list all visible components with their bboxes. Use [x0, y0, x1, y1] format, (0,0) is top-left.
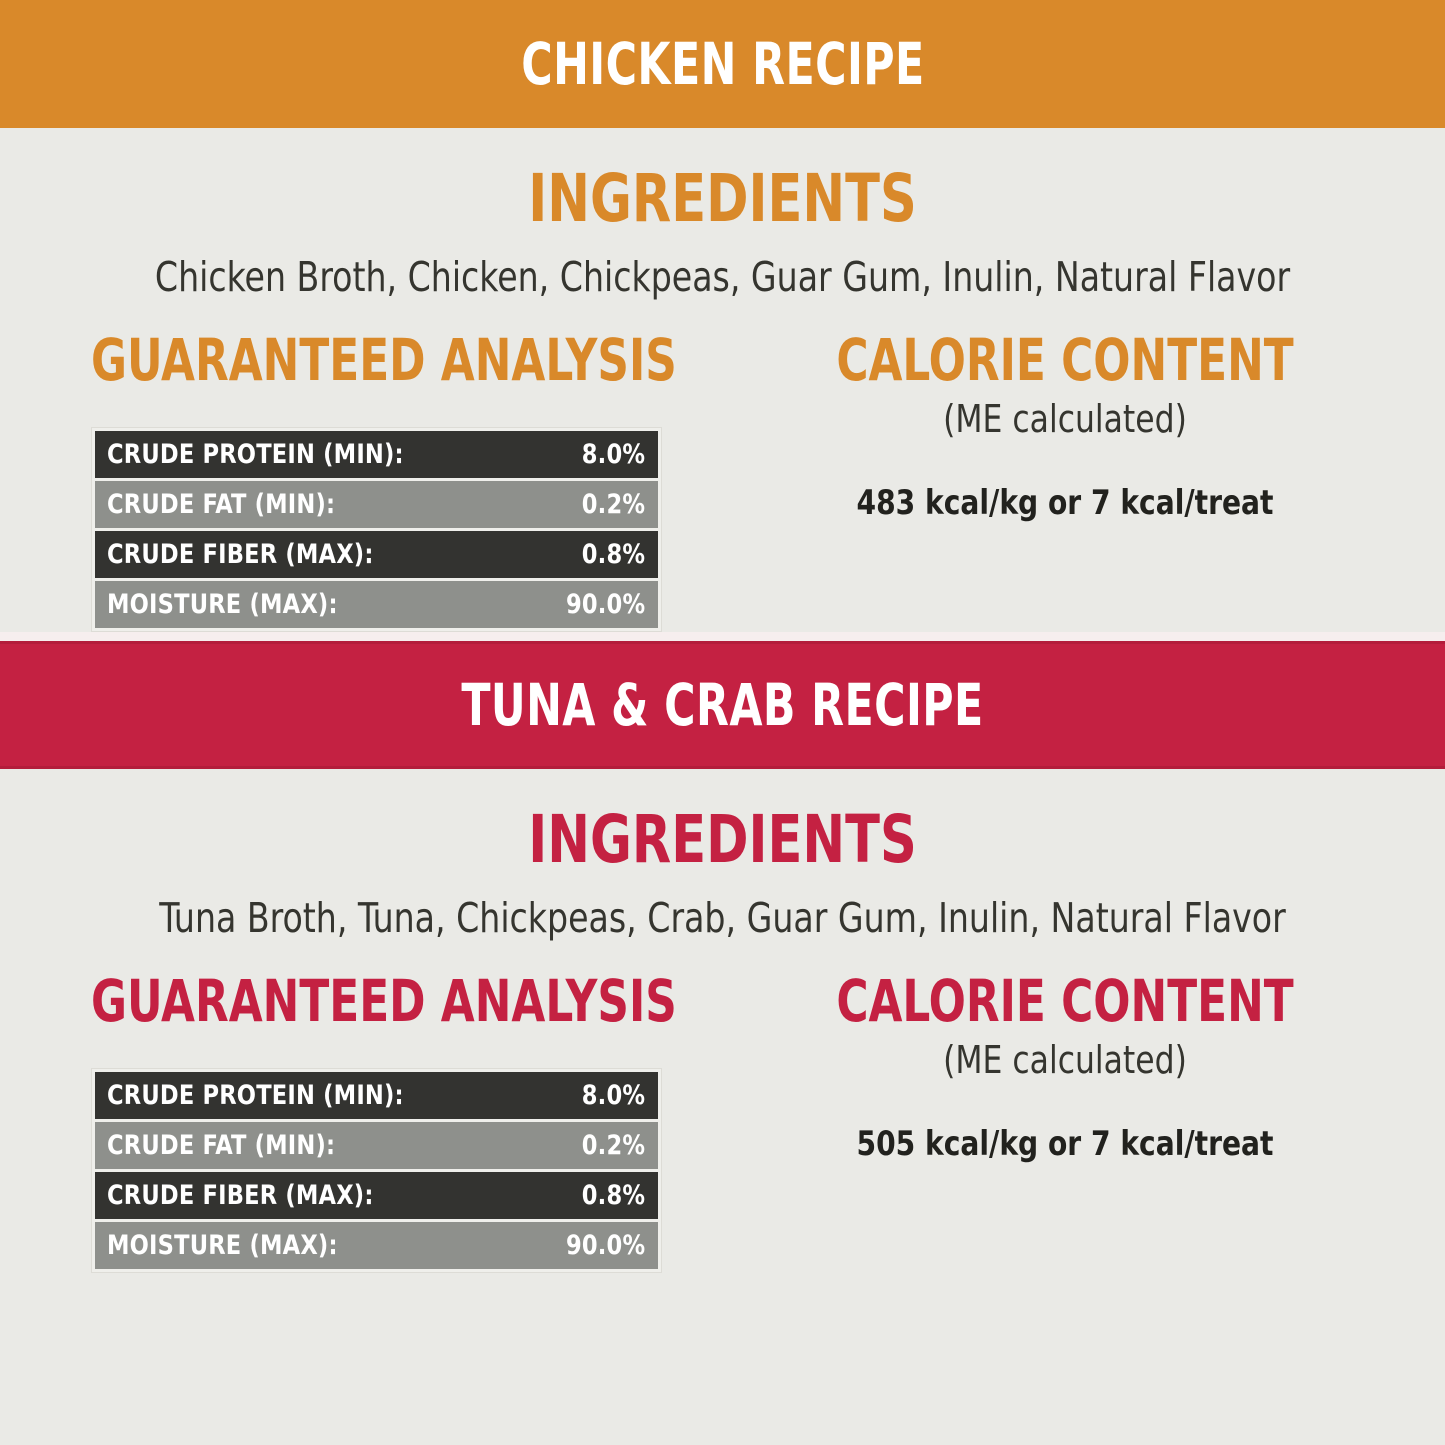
analysis-value: 0.2%	[581, 1130, 645, 1162]
analysis-value: 0.8%	[581, 1180, 645, 1212]
table-row: CRUDE PROTEIN (MIN): 8.0%	[95, 431, 658, 479]
guaranteed-analysis-heading: GUARANTEED ANALYSIS	[91, 326, 677, 395]
calorie-content-value: 505 kcal/kg or 7 kcal/treat	[856, 1124, 1274, 1165]
calorie-content-subtitle: (ME calculated)	[943, 1038, 1187, 1083]
calorie-content-subtitle: (ME calculated)	[943, 397, 1187, 442]
analysis-value: 8.0%	[581, 439, 645, 471]
banner-divider	[0, 632, 1445, 642]
analysis-label: MOISTURE (MAX):	[107, 1230, 338, 1262]
ingredients-list: Chicken Broth, Chicken, Chickpeas, Guar …	[154, 253, 1291, 301]
recipe-banner-tuna-crab: TUNA & CRAB RECIPE	[0, 641, 1445, 770]
guaranteed-analysis-heading: GUARANTEED ANALYSIS	[91, 967, 677, 1036]
recipe-section-chicken: INGREDIENTS Chicken Broth, Chicken, Chic…	[0, 128, 1445, 633]
analysis-value: 90.0%	[565, 1230, 645, 1262]
analysis-value: 8.0%	[581, 1080, 645, 1112]
details-columns: GUARANTEED ANALYSIS CRUDE PROTEIN (MIN):…	[0, 301, 1445, 633]
table-row: CRUDE FIBER (MAX): 0.8%	[95, 1172, 658, 1220]
table-row: CRUDE FAT (MIN): 0.2%	[95, 481, 658, 529]
table-row: CRUDE FIBER (MAX): 0.8%	[95, 531, 658, 579]
guaranteed-analysis-column: GUARANTEED ANALYSIS CRUDE PROTEIN (MIN):…	[0, 326, 720, 633]
recipe-banner-title: TUNA & CRAB RECIPE	[461, 671, 984, 740]
calorie-content-heading: CALORIE CONTENT	[836, 326, 1294, 395]
table-row: CRUDE FAT (MIN): 0.2%	[95, 1122, 658, 1170]
recipe-banner-title: CHICKEN RECIPE	[520, 30, 925, 98]
analysis-label: CRUDE FAT (MIN):	[107, 1130, 336, 1162]
ingredients-heading: INGREDIENTS	[528, 160, 917, 237]
analysis-value: 0.2%	[581, 489, 645, 521]
analysis-label: MOISTURE (MAX):	[107, 589, 338, 621]
calorie-content-column: CALORIE CONTENT (ME calculated) 483 kcal…	[720, 331, 1445, 632]
table-row: MOISTURE (MAX): 90.0%	[95, 1222, 658, 1270]
analysis-label: CRUDE FIBER (MAX):	[107, 1180, 374, 1212]
details-columns: GUARANTEED ANALYSIS CRUDE PROTEIN (MIN):…	[0, 942, 1445, 1274]
analysis-label: CRUDE PROTEIN (MIN):	[107, 439, 404, 471]
analysis-value: 90.0%	[565, 589, 645, 621]
analysis-value: 0.8%	[581, 539, 645, 571]
analysis-label: CRUDE FIBER (MAX):	[107, 539, 374, 571]
recipe-banner-chicken: CHICKEN RECIPE	[0, 0, 1445, 128]
calorie-content-heading: CALORIE CONTENT	[836, 967, 1294, 1036]
calorie-content-column: CALORIE CONTENT (ME calculated) 505 kcal…	[720, 972, 1445, 1273]
guaranteed-analysis-table: CRUDE PROTEIN (MIN): 8.0% CRUDE FAT (MIN…	[91, 427, 662, 633]
table-row: CRUDE PROTEIN (MIN): 8.0%	[95, 1072, 658, 1120]
guaranteed-analysis-table: CRUDE PROTEIN (MIN): 8.0% CRUDE FAT (MIN…	[91, 1068, 662, 1274]
table-row: MOISTURE (MAX): 90.0%	[95, 581, 658, 629]
recipe-section-tuna-crab: INGREDIENTS Tuna Broth, Tuna, Chickpeas,…	[0, 769, 1445, 1274]
ingredients-heading: INGREDIENTS	[528, 801, 917, 879]
calorie-content-value: 483 kcal/kg or 7 kcal/treat	[856, 483, 1274, 524]
ingredients-list: Tuna Broth, Tuna, Chickpeas, Crab, Guar …	[159, 894, 1286, 943]
guaranteed-analysis-column: GUARANTEED ANALYSIS CRUDE PROTEIN (MIN):…	[0, 967, 720, 1274]
analysis-label: CRUDE PROTEIN (MIN):	[107, 1080, 404, 1112]
analysis-label: CRUDE FAT (MIN):	[107, 489, 336, 521]
